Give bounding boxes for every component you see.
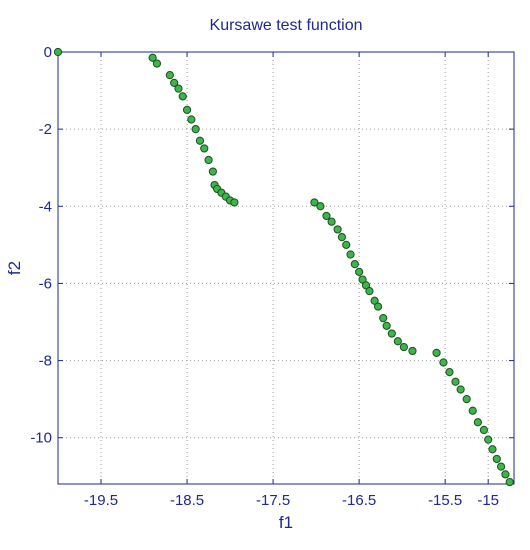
- data-point: [501, 470, 510, 479]
- data-point: [473, 418, 482, 427]
- data-point: [382, 321, 391, 330]
- data-point: [170, 78, 179, 87]
- data-point: [230, 198, 239, 207]
- data-point: [333, 225, 342, 234]
- data-point: [456, 385, 465, 394]
- data-points: [53, 47, 514, 487]
- x-tick-label: -18.5: [170, 492, 204, 509]
- data-point: [165, 71, 174, 80]
- data-point: [182, 105, 192, 114]
- y-tick-label: -10: [30, 430, 52, 447]
- chart-title: Kursawe test function: [210, 17, 363, 34]
- y-tick-label: -2: [39, 121, 52, 138]
- data-point: [346, 250, 355, 259]
- data-point: [479, 425, 488, 435]
- data-point: [152, 59, 162, 68]
- data-point: [451, 377, 460, 386]
- data-point: [204, 155, 213, 165]
- data-point: [327, 217, 336, 226]
- y-tick-label: -4: [39, 198, 52, 215]
- x-tick-label: -17.5: [256, 492, 290, 509]
- data-point: [399, 342, 408, 352]
- data-point: [322, 211, 331, 221]
- data-point: [439, 358, 448, 367]
- data-point: [462, 395, 471, 404]
- y-tick-label: -6: [39, 275, 52, 292]
- data-point: [350, 260, 359, 269]
- data-point: [174, 84, 183, 93]
- tick-layer: -19.5 -18.5 -17.5 -16.5 -15.5 -15 0 -2 -4 -6 -8 -10: [30, 44, 514, 509]
- data-point: [387, 329, 396, 338]
- data-point: [505, 477, 514, 487]
- data-point: [187, 115, 196, 124]
- data-point: [393, 337, 402, 346]
- data-point: [148, 53, 157, 62]
- data-point: [408, 346, 417, 356]
- data-point: [365, 287, 374, 296]
- data-point: [445, 368, 454, 377]
- data-point: [484, 435, 493, 444]
- data-point: [379, 314, 388, 323]
- grid-layer: [58, 51, 514, 484]
- data-point: [316, 202, 325, 211]
- data-point: [195, 136, 205, 145]
- data-point: [488, 445, 497, 454]
- plot-frame: [57, 51, 515, 485]
- y-tick-label: 0: [44, 44, 52, 61]
- data-point: [337, 233, 347, 242]
- data-point: [355, 267, 364, 276]
- data-point: [178, 92, 187, 101]
- data-point: [432, 348, 441, 357]
- x-tick-label: -15.5: [428, 492, 462, 509]
- data-point: [53, 47, 63, 57]
- x-tick-label: -19.5: [84, 492, 118, 509]
- data-point: [373, 302, 383, 311]
- data-point: [492, 454, 501, 464]
- data-point: [200, 144, 209, 153]
- data-point: [496, 462, 506, 471]
- y-axis-label: f2: [5, 261, 24, 275]
- data-point: [342, 240, 351, 249]
- x-tick-label: -16.5: [342, 492, 376, 509]
- x-tick-label: -15: [477, 492, 499, 509]
- data-point: [468, 406, 477, 415]
- data-point: [310, 198, 319, 207]
- data-point: [191, 125, 200, 134]
- data-point: [208, 167, 217, 176]
- x-axis-label: f1: [279, 513, 293, 532]
- y-tick-label: -8: [39, 353, 52, 370]
